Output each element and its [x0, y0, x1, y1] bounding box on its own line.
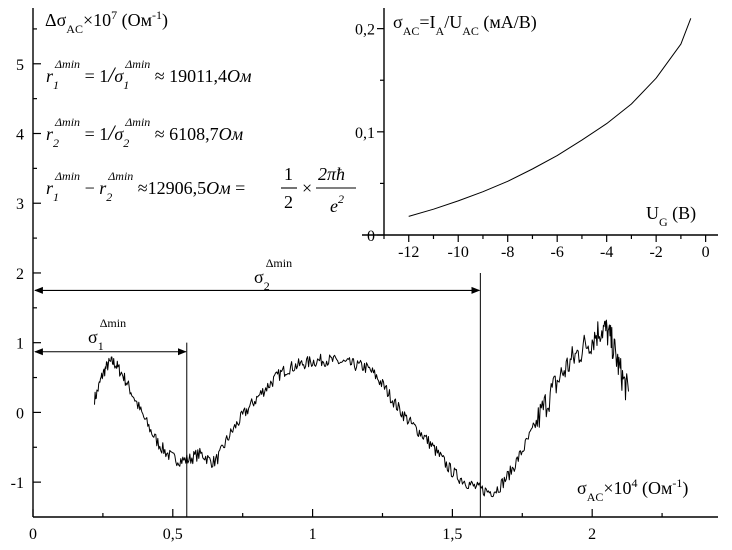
main-x-tick-label-3: 1,5: [442, 526, 462, 543]
main-y-tick-label-0: -1: [11, 475, 24, 492]
inset-y-tick-label-1: 0,1: [355, 125, 375, 142]
marker-label-sigma1: σ1Δmin: [88, 316, 126, 353]
inset-title: σAC=IA/UAC (мА/В): [393, 12, 537, 38]
inset-x-tick-label-5: -2: [649, 244, 662, 261]
main-series-line: [94, 319, 629, 498]
main-x-ticks: 0 0,5 1 1,5 2: [29, 509, 663, 543]
formula-r-diff: r1Δmin − r2Δmin ≈12906,5Ом =: [46, 169, 245, 204]
main-x-axis-title: σAC×104 (Ом-1): [577, 476, 688, 504]
main-y-tick-label-1: 0: [16, 405, 24, 422]
formula-half-den: 2: [284, 192, 293, 212]
inset-series-line: [408, 18, 692, 217]
inset-y-tick-label-0: 0: [367, 228, 375, 245]
inset-y-tick-label-2: 0,2: [355, 22, 375, 39]
inset-x-tick-label-1: -10: [448, 244, 469, 261]
inset-x-tick-label-6: 0: [702, 244, 710, 261]
main-y-ticks: -1 0 1 2 3 4 5: [11, 28, 41, 492]
formula-half-num: 1: [284, 164, 293, 184]
main-x-tick-label-2: 1: [309, 526, 317, 543]
main-y-axis-title: ΔσAC×107 (Ом-1): [45, 8, 168, 36]
formula-r2: r2Δmin = 1/σ2Δmin ≈ 6108,7Ом: [46, 115, 244, 150]
main-x-tick-label-4: 2: [588, 526, 596, 543]
formula-block: r1Δmin = 1/σ1Δmin ≈ 19011,4Ом r2Δmin = 1…: [46, 57, 356, 216]
main-y-tick-label-5: 4: [16, 127, 24, 144]
inset-chart: -12 -10 -8 -6 -4 -2 0 0 0,1 0,2 σAC=IA/UAC (мА/В…: [355, 8, 718, 261]
inset-y-ticks: 0 0,1 0,2: [355, 22, 384, 245]
main-y-tick-label-2: 1: [16, 336, 24, 353]
inset-x-tick-label-3: -6: [551, 244, 564, 261]
main-y-tick-label-3: 2: [16, 266, 24, 283]
inset-x-tick-label-2: -8: [501, 244, 514, 261]
inset-x-ticks: -12 -10 -8 -6 -4 -2 0: [383, 235, 710, 261]
main-x-tick-label-0: 0: [29, 526, 37, 543]
main-y-tick-label-6: 5: [16, 57, 24, 74]
marker-label-sigma2: σ2Δmin: [254, 256, 292, 293]
main-x-tick-label-1: 0,5: [163, 526, 183, 543]
formula-r1: r1Δmin = 1/σ1Δmin ≈ 19011,4Ом: [46, 57, 252, 92]
formula-times: ×: [302, 178, 312, 198]
inset-x-tick-label-0: -12: [398, 244, 419, 261]
main-y-tick-label-4: 3: [16, 196, 24, 213]
formula-frac-den: e2: [330, 192, 344, 216]
inset-x-axis-title: UG (В): [646, 203, 696, 229]
formula-frac-num: 2πħ: [318, 164, 345, 184]
inset-x-tick-label-4: -4: [600, 244, 613, 261]
